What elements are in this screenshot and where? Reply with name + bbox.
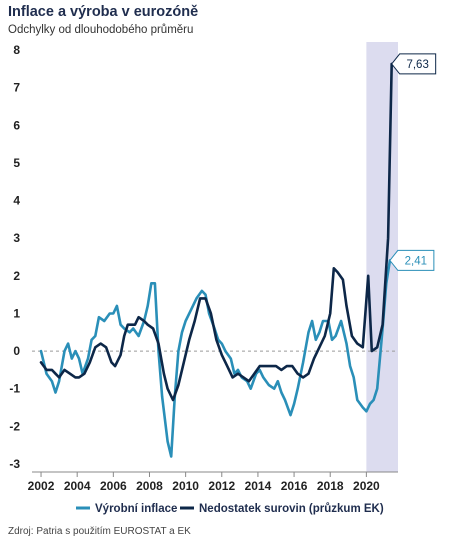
- y-tick-label: 6: [13, 118, 20, 132]
- y-tick-label: 8: [13, 43, 20, 57]
- source-note: Zdroj: Patria s použitím EUROSTAT a EK: [8, 526, 191, 537]
- y-tick-label: 4: [13, 194, 20, 208]
- series-line-producer-inflation: [39, 259, 392, 458]
- legend-label: Nedostatek surovin (průzkum EK): [199, 503, 384, 515]
- x-tick-label: 2006: [100, 479, 127, 493]
- x-tick-label: 2014: [245, 479, 272, 493]
- chart-subtitle: Odchylky od dlouhodobého průměru: [8, 24, 194, 36]
- y-tick-label: 5: [13, 156, 20, 170]
- x-tick-label: 2004: [64, 479, 91, 493]
- callout-label: 2,41: [405, 255, 427, 267]
- y-tick-label: -3: [9, 457, 20, 471]
- legend-label: Výrobní inflace: [95, 503, 177, 515]
- end-value-callout: 2,41: [389, 249, 435, 271]
- y-tick-label: -2: [9, 419, 20, 433]
- x-tick-label: 2020: [353, 479, 380, 493]
- callout-label: 7,63: [406, 59, 428, 71]
- series-line-material-shortage: [39, 62, 394, 402]
- x-tick-label: 2002: [28, 479, 55, 493]
- x-tick-label: 2008: [136, 479, 163, 493]
- y-tick-label: 7: [13, 81, 20, 95]
- y-tick-label: 1: [13, 306, 20, 320]
- chart-title: Inflace a výroba v eurozóně: [8, 4, 199, 20]
- y-tick-label: 2: [13, 269, 20, 283]
- end-value-callout: 7,63: [391, 53, 437, 75]
- legend-item: Nedostatek surovin (průzkum EK): [180, 503, 384, 515]
- x-tick-label: 2010: [172, 479, 199, 493]
- y-tick-label: 3: [13, 231, 20, 245]
- x-tick-label: 2012: [208, 479, 235, 493]
- legend-item: Výrobní inflace: [76, 503, 177, 515]
- y-tick-label: -1: [9, 382, 20, 396]
- x-tick-label: 2018: [317, 479, 344, 493]
- x-tick-label: 2016: [281, 479, 308, 493]
- y-tick-label: 0: [13, 344, 20, 358]
